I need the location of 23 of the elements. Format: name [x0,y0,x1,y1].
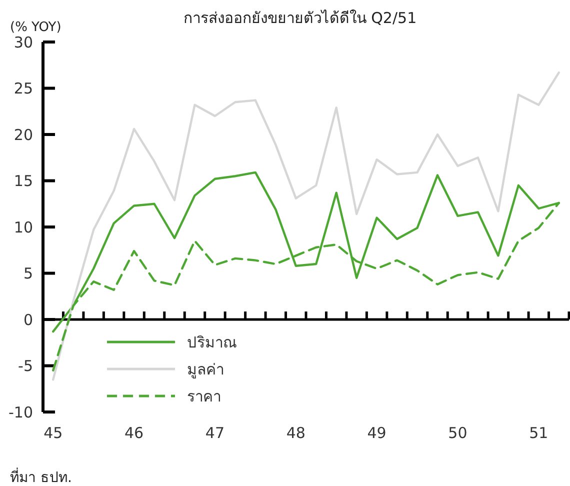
x-tick-label: 45 [44,424,63,442]
y-tick-label: 30 [14,33,33,52]
text: ที่มา ธปท. [10,468,72,486]
line-series [52,71,560,381]
legend-label: ราคา [187,387,221,406]
x-tick-label: 49 [367,424,386,442]
y-tick-label: -10 [8,403,33,422]
legend-label: มูลค่า [187,360,224,378]
x-tick-label: 51 [529,424,548,442]
legend-label: ปริมาณ [187,333,237,352]
y-tick-label: 15 [14,172,33,190]
y-tick-label: 5 [23,264,33,282]
y-tick-label: 25 [14,80,33,98]
chart-title: การส่งออกยังขยายตัวได้ดีใน Q2/51 [183,9,417,27]
x-tick-label: 48 [286,424,306,442]
x-tick-label: 46 [124,424,144,442]
x-tick-label: 50 [448,424,468,442]
y-tick-label: 0 [23,310,33,329]
y-tick-label: 20 [14,126,33,144]
x-tick-label: 47 [205,424,225,442]
y-tick-label: 10 [14,218,33,236]
y-tick-label: -5 [18,357,33,375]
y-axis-title: (% YOY) [10,20,62,35]
